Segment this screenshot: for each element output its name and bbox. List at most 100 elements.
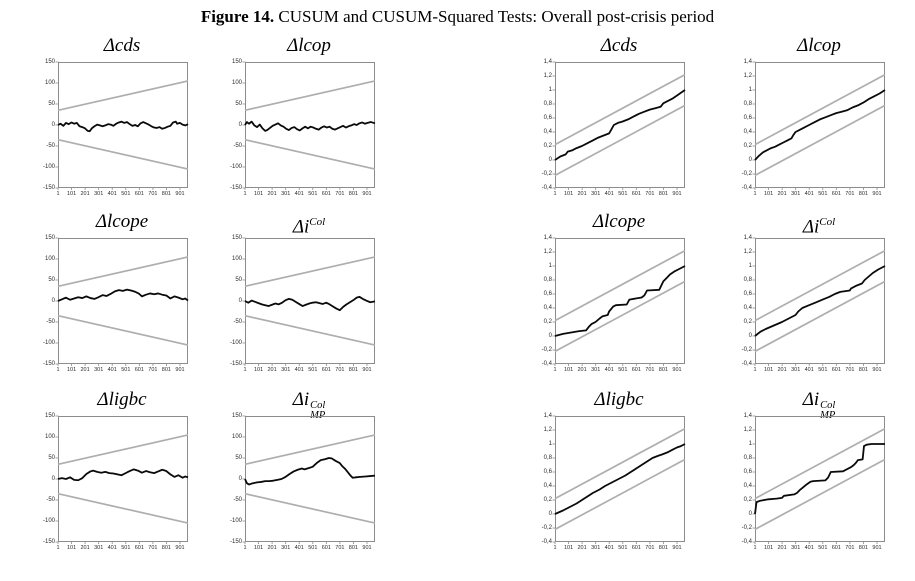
plot-frame <box>58 238 188 364</box>
plot-frame <box>555 238 685 364</box>
y-tick-label: -50 <box>233 143 242 149</box>
chart-title-supsub: Col MP <box>310 401 325 420</box>
y-tick-label: -150 <box>42 361 55 367</box>
x-tick-label: 1 <box>753 191 757 197</box>
chart-title: Δlcope <box>52 209 192 236</box>
chart-title: Δi Col MP <box>749 387 889 420</box>
x-tick-label: 501 <box>618 191 628 197</box>
chart-cell-cusum-1: Δlcop 150 100 50 0 -50 -100 -150 1 101 201 301 401… <box>225 33 376 203</box>
y-tick-label: 0,2 <box>543 319 552 325</box>
y-tick-label: -0,2 <box>541 525 552 531</box>
x-tick-label: 401 <box>804 367 814 373</box>
x-tick-label: 701 <box>845 545 855 551</box>
upper-bound-line <box>244 434 376 466</box>
x-tick-label: 601 <box>631 367 641 373</box>
y-tick-label: -150 <box>42 185 55 191</box>
x-tick-label: 101 <box>67 191 77 197</box>
y-tick-label: 100 <box>44 434 55 440</box>
x-tick-label: 501 <box>308 191 318 197</box>
lower-bound-line <box>244 138 376 170</box>
y-tick-label: 1,4 <box>543 235 552 241</box>
x-tick-label: 201 <box>577 545 587 551</box>
y-tick-label: 0 <box>748 333 752 339</box>
y-tick-label: 0,6 <box>743 115 752 121</box>
x-tick-label: 701 <box>645 191 655 197</box>
y-tick-label: 0,4 <box>743 129 752 135</box>
cusum-series-line <box>754 443 885 515</box>
x-tick-label: 301 <box>591 367 601 373</box>
x-tick-label: 501 <box>121 545 131 551</box>
x-tick-label: 601 <box>631 191 641 197</box>
y-tick-label: 0,4 <box>543 129 552 135</box>
x-tick-label: 301 <box>791 191 801 197</box>
x-tick-label: 201 <box>777 191 787 197</box>
chart-title: Δcds <box>549 33 689 60</box>
y-tick-label: 150 <box>44 413 55 419</box>
x-tick-label: 701 <box>148 367 158 373</box>
y-tick-label: -0,2 <box>741 347 752 353</box>
y-tick-label: -150 <box>229 361 242 367</box>
y-tick-label: 1,2 <box>743 249 752 255</box>
x-tick-label: 301 <box>94 367 104 373</box>
x-tick-label: 101 <box>254 545 264 551</box>
y-tick-label: 0 <box>238 476 242 482</box>
x-tick-label: 501 <box>818 367 828 373</box>
x-tick-label: 801 <box>658 367 668 373</box>
y-tick-label: 0,6 <box>543 469 552 475</box>
y-tick-label: 1,4 <box>743 59 752 65</box>
x-tick-label: 1 <box>553 367 557 373</box>
chart-plot <box>552 61 686 190</box>
chart-title-base: Δlcope <box>95 211 149 232</box>
chart-title: Δlcope <box>549 209 689 236</box>
chart-plot <box>752 415 886 544</box>
y-tick-label: 0 <box>548 511 552 517</box>
x-tick-label: 201 <box>577 191 587 197</box>
y-tick-label: 100 <box>231 80 242 86</box>
x-tick-label: 301 <box>791 545 801 551</box>
upper-bound-line <box>754 249 886 322</box>
x-axis-labels: 1 101 201 301 401 501 601 701 801 901 <box>553 191 685 200</box>
chart-title: Δcds <box>52 33 192 60</box>
upper-bound-line <box>554 73 686 146</box>
y-tick-label: -0,2 <box>541 171 552 177</box>
upper-bound-line <box>244 256 376 288</box>
chart-plot <box>55 61 189 190</box>
x-tick-label: 601 <box>831 545 841 551</box>
x-tick-label: 301 <box>791 367 801 373</box>
y-tick-label: -0,4 <box>741 361 752 367</box>
x-axis-labels: 1 101 201 301 401 501 601 701 801 901 <box>753 545 885 554</box>
x-tick-label: 201 <box>577 367 587 373</box>
chart-title-base: Δcds <box>600 35 638 56</box>
y-tick-label: 0,8 <box>543 277 552 283</box>
x-tick-label: 501 <box>818 545 828 551</box>
upper-bound-line <box>57 434 189 466</box>
chart-title-sub: MP <box>310 409 326 421</box>
upper-bound-line <box>754 427 886 500</box>
y-tick-label: -0,4 <box>741 539 752 545</box>
y-tick-label: -0,4 <box>541 185 552 191</box>
y-tick-label: 0,8 <box>543 101 552 107</box>
y-tick-label: 0,4 <box>743 483 752 489</box>
x-tick-label: 801 <box>348 545 358 551</box>
lower-bound-line <box>554 458 686 531</box>
x-tick-label: 801 <box>348 191 358 197</box>
y-tick-label: 50 <box>48 101 55 107</box>
x-tick-label: 1 <box>553 545 557 551</box>
plot-frame <box>555 416 685 542</box>
y-tick-label: -100 <box>229 518 242 524</box>
x-tick-label: 101 <box>254 191 264 197</box>
lower-bound-line <box>754 280 886 353</box>
y-tick-label: 0,6 <box>743 469 752 475</box>
chart-cell-cusum-8: Δligbc 150 100 50 0 -50 -100 -150 1 101 201 301 40… <box>38 387 189 557</box>
y-tick-label: 1 <box>748 87 752 93</box>
y-tick-label: 50 <box>48 277 55 283</box>
y-tick-label: 0 <box>548 157 552 163</box>
upper-bound-line <box>57 256 189 288</box>
x-tick-label: 901 <box>872 191 882 197</box>
x-tick-label: 601 <box>134 367 144 373</box>
upper-bound-line <box>754 73 886 146</box>
y-tick-label: -0,4 <box>541 539 552 545</box>
y-tick-label: 0,2 <box>743 143 752 149</box>
x-tick-label: 601 <box>321 367 331 373</box>
chart-title: Δi Col MP <box>239 387 379 420</box>
